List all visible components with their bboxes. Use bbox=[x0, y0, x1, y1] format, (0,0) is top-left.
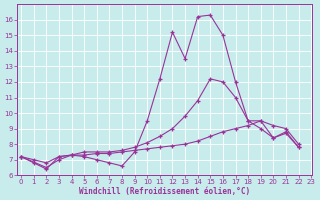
X-axis label: Windchill (Refroidissement éolien,°C): Windchill (Refroidissement éolien,°C) bbox=[79, 187, 251, 196]
